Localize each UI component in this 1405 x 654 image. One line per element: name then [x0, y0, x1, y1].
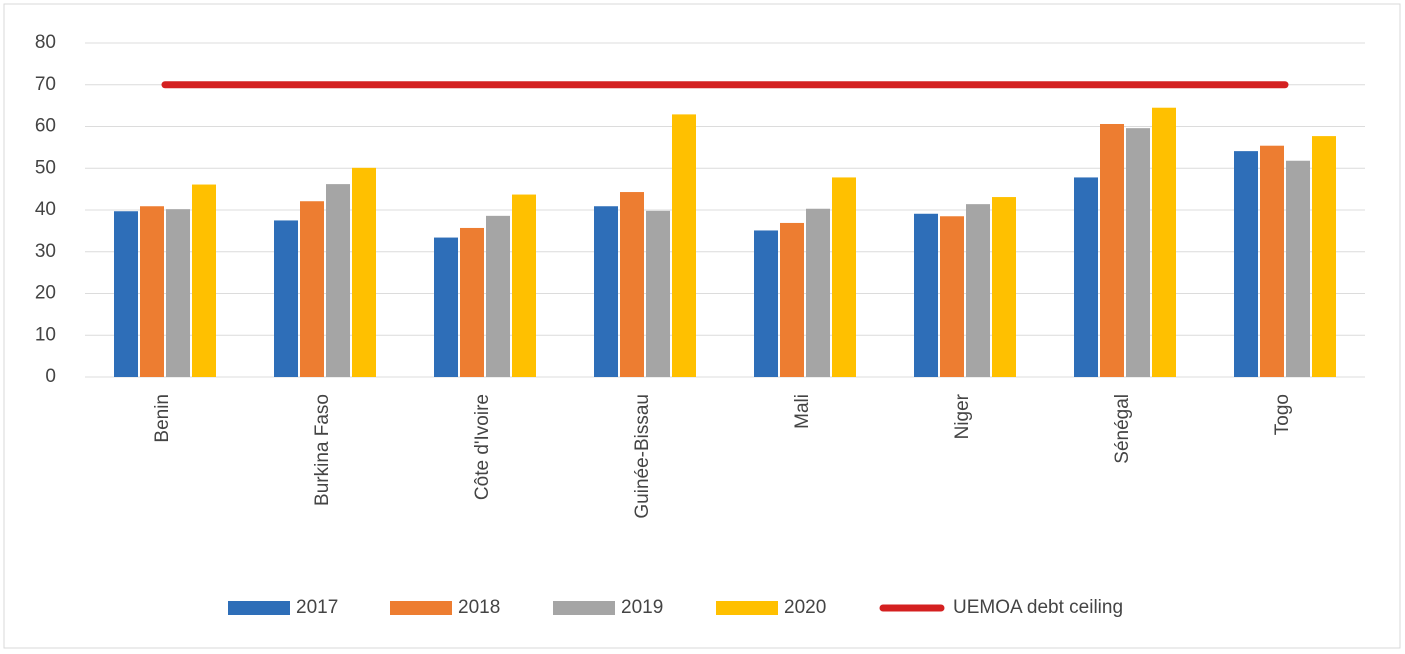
bar [460, 227, 484, 377]
x-tick-label: Mali [792, 394, 813, 429]
bar [140, 206, 164, 377]
x-tick-label: Benin [152, 394, 173, 443]
bar [1312, 136, 1336, 377]
legend-label: 2020 [784, 597, 826, 618]
y-tick-label: 80 [35, 32, 56, 53]
bar [754, 230, 778, 377]
bar [300, 201, 324, 377]
x-tick-label: Sénégal [1112, 394, 1133, 464]
x-tick-label: Togo [1272, 394, 1293, 435]
x-tick-label: Burkina Faso [312, 394, 333, 506]
bar [1100, 123, 1124, 378]
x-tick-label: Niger [952, 393, 973, 439]
x-tick-label: Guinée-Bissau [632, 394, 653, 519]
bar [166, 209, 190, 377]
bar [274, 220, 298, 377]
bar [192, 184, 216, 377]
bar [646, 210, 670, 377]
legend-swatch [228, 601, 290, 615]
bar [672, 114, 696, 377]
bar [114, 211, 138, 377]
legend-label: 2018 [458, 597, 500, 618]
bar [806, 208, 830, 377]
bar [1286, 160, 1310, 377]
y-tick-label: 70 [35, 74, 56, 95]
bar [594, 206, 618, 377]
bar [1152, 107, 1176, 378]
bar [1260, 145, 1284, 377]
y-tick-label: 10 [35, 324, 56, 345]
bar [486, 215, 510, 377]
bar [1126, 128, 1150, 377]
legend-swatch [716, 601, 778, 615]
bar [780, 222, 804, 377]
bar [966, 204, 990, 377]
bar [940, 216, 964, 377]
bar [832, 177, 856, 377]
bar [1074, 177, 1098, 377]
y-tick-label: 40 [35, 199, 56, 220]
legend-label: 2017 [296, 597, 338, 618]
bar [512, 194, 536, 377]
bar [326, 184, 350, 377]
legend-label: UEMOA debt ceiling [953, 597, 1123, 618]
y-tick-label: 20 [35, 283, 56, 304]
legend-swatch [553, 601, 615, 615]
y-tick-label: 60 [35, 116, 56, 137]
x-tick-label: Côte d'Ivoire [472, 394, 493, 500]
bar [434, 237, 458, 377]
legend-swatch [390, 601, 452, 615]
bar [914, 213, 938, 377]
y-tick-label: 30 [35, 241, 56, 262]
y-tick-label: 50 [35, 157, 56, 178]
bar [352, 167, 376, 377]
legend-label: 2019 [621, 597, 663, 618]
bar [620, 192, 644, 377]
bar [992, 197, 1016, 377]
bar [1234, 151, 1258, 377]
y-tick-label: 0 [45, 366, 56, 387]
